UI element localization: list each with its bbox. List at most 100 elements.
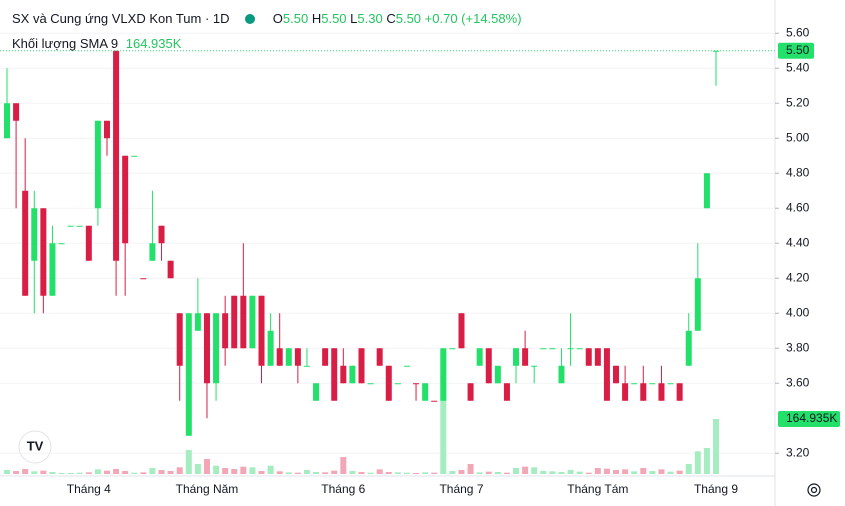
candle-body xyxy=(176,313,183,366)
candle-body xyxy=(713,50,719,52)
candle-body xyxy=(349,365,356,384)
candle-body xyxy=(549,348,556,350)
candle-body xyxy=(149,243,156,261)
candle-body xyxy=(658,383,665,401)
o-label: O xyxy=(272,11,283,26)
volume-bar xyxy=(413,473,420,474)
settings-icon[interactable] xyxy=(807,483,821,497)
candle-body xyxy=(503,383,510,401)
x-tick-label: Tháng 9 xyxy=(694,482,738,496)
volume-bar xyxy=(403,472,410,474)
last-volume-badge xyxy=(778,411,840,428)
volume-bar xyxy=(22,469,29,474)
volume-bar xyxy=(331,470,338,474)
candle-body xyxy=(667,383,674,385)
x-tick-label: Tháng Năm xyxy=(176,482,239,496)
y-tick-label: 4.00 xyxy=(786,305,810,319)
volume-bar xyxy=(285,472,292,474)
volume-bar xyxy=(31,471,38,474)
candle-body xyxy=(276,348,283,366)
candle-body xyxy=(494,365,501,384)
volume-bar xyxy=(676,470,683,474)
volume-bar xyxy=(94,469,101,474)
volume-bar xyxy=(440,352,447,474)
candle-body xyxy=(585,348,592,366)
candle-body xyxy=(567,348,574,350)
volume-bar xyxy=(249,467,256,474)
volume-bar xyxy=(658,469,665,474)
candle-body xyxy=(231,295,238,349)
volume-bar xyxy=(140,472,147,474)
candle-body xyxy=(685,330,692,366)
volume-bar xyxy=(540,471,547,474)
volume-bar xyxy=(13,471,20,474)
candle-body xyxy=(440,348,447,401)
candle-body xyxy=(13,103,20,121)
candle-body xyxy=(376,348,383,366)
candle-body xyxy=(622,383,629,401)
candle-body xyxy=(485,348,492,384)
volume-bar xyxy=(158,470,165,474)
volume-bar xyxy=(222,468,229,474)
logo[interactable] xyxy=(18,430,52,464)
l-label: L xyxy=(350,11,358,26)
volume-bar xyxy=(367,472,374,474)
volume-bar xyxy=(503,472,510,474)
volume-bar xyxy=(303,470,310,474)
x-tick-label: Tháng 6 xyxy=(321,482,365,496)
volume-bar xyxy=(376,469,383,474)
y-tick-label: 5.40 xyxy=(786,60,810,74)
candle-body xyxy=(67,225,74,227)
volume-bar xyxy=(622,469,629,474)
volume-bar xyxy=(49,472,56,474)
candle-body xyxy=(4,103,10,139)
candle-body xyxy=(213,313,220,384)
candle-body xyxy=(331,348,338,401)
h-value: 5.50 xyxy=(321,11,347,26)
candle-body xyxy=(240,295,247,349)
y-tick-label: 3.20 xyxy=(786,445,810,459)
symbol-title: SX và Cung ứng VLXD Kon Tum · 1D xyxy=(12,11,230,26)
volume-bar xyxy=(340,457,347,474)
volume-bar xyxy=(322,472,329,474)
change: +0.70 (+14.58%) xyxy=(424,11,522,26)
candle-body xyxy=(340,365,347,384)
volume-bar xyxy=(640,468,647,474)
candle-body xyxy=(294,348,301,366)
candle-body xyxy=(358,348,365,384)
x-tick-label: Tháng 7 xyxy=(439,482,483,496)
candle-body xyxy=(394,383,401,385)
candle-body xyxy=(576,348,583,350)
l-value: 5.30 xyxy=(357,11,383,26)
volume-bar xyxy=(313,472,320,474)
candle-body xyxy=(613,365,620,384)
volume-bar xyxy=(58,473,65,474)
y-tick-label: 4.40 xyxy=(786,235,810,249)
volume-bar xyxy=(231,469,238,474)
x-tick-label: Tháng 4 xyxy=(67,482,111,496)
volume-bar xyxy=(176,467,183,474)
volume-bar xyxy=(276,471,283,474)
volume-bar xyxy=(549,471,556,474)
volume-bar xyxy=(4,470,10,474)
volume-bar xyxy=(149,468,156,474)
candle-body xyxy=(94,120,101,209)
candle-body xyxy=(49,243,56,296)
last-price-label: 5.50 xyxy=(786,43,810,57)
y-tick-label: 5.00 xyxy=(786,130,810,144)
volume-bar xyxy=(267,465,274,474)
candle-body xyxy=(313,383,320,401)
candle-body xyxy=(385,365,392,401)
volume-bar xyxy=(113,469,120,474)
volume-bar xyxy=(522,466,529,474)
candle-body xyxy=(640,383,647,401)
candle-body xyxy=(113,50,120,261)
volume-bar xyxy=(167,471,174,474)
candle-body xyxy=(285,348,292,366)
volume-bar xyxy=(713,419,719,474)
y-tick-label: 5.60 xyxy=(786,25,810,39)
h-label: H xyxy=(311,11,322,26)
volume-bar xyxy=(294,472,301,474)
